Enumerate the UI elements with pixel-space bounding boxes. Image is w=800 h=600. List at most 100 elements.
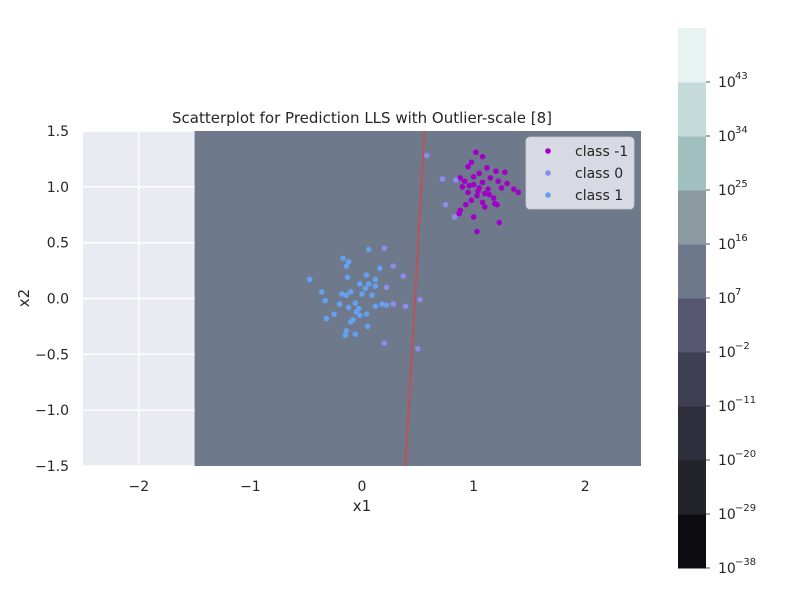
- colorbar-tick-exponent: −38: [735, 557, 756, 568]
- data-point: [479, 179, 486, 186]
- x-tick-labels: −2 −1 0 1 2: [128, 479, 589, 495]
- y-tick-label: 0.5: [47, 236, 69, 252]
- data-point: [342, 332, 349, 339]
- data-point: [319, 289, 325, 295]
- colorbar-tick-label: 10: [718, 237, 736, 253]
- legend-box: [525, 136, 635, 210]
- y-tick-label: 0.0: [47, 292, 69, 308]
- data-point: [331, 311, 337, 317]
- colorbar-tick-label: 10: [718, 561, 736, 577]
- data-point: [400, 273, 407, 279]
- x-tick-label: 1: [469, 479, 478, 495]
- colorbar-tick-exponent: −11: [735, 395, 756, 406]
- y-tick-label: −1.5: [35, 459, 69, 475]
- data-point: [474, 192, 480, 199]
- data-point: [481, 204, 488, 210]
- data-point: [473, 149, 479, 156]
- x-tick-label: −2: [128, 479, 149, 495]
- colorbar-tick-label: 10: [718, 183, 736, 199]
- colorbar-tick-exponent: 7: [735, 287, 741, 298]
- colorbar-tick-label: 10: [718, 399, 736, 415]
- decision-boundary-line: [404, 130, 426, 467]
- data-point: [423, 152, 430, 159]
- colorbar-tick-label: 10: [718, 345, 736, 361]
- colorbar-band: [678, 136, 706, 191]
- data-point: [457, 175, 464, 181]
- legend-label: class 0: [575, 166, 623, 182]
- data-point: [474, 228, 480, 235]
- data-point: [461, 178, 468, 185]
- data-point: [476, 170, 482, 177]
- data-point: [390, 301, 397, 307]
- data-point: [323, 315, 330, 322]
- data-point: [363, 311, 370, 317]
- data-point: [372, 276, 379, 283]
- colorbar-tick-label: 10: [718, 291, 736, 307]
- data-point: [343, 292, 350, 298]
- y-tick-label: −0.5: [35, 347, 69, 363]
- data-point: [479, 153, 486, 160]
- legend-marker: [545, 148, 551, 154]
- x-tick-label: −1: [240, 479, 261, 495]
- data-point: [348, 319, 354, 325]
- data-point: [452, 177, 459, 183]
- colorbar-tick-exponent: 25: [735, 179, 748, 190]
- data-point: [468, 197, 475, 204]
- data-point: [456, 210, 462, 217]
- colorbar-band: [678, 82, 706, 137]
- data-point: [470, 173, 477, 180]
- colorbar-band: [678, 514, 706, 569]
- data-point: [383, 284, 390, 291]
- x-tick-label: 2: [581, 479, 590, 495]
- data-point: [377, 265, 383, 272]
- y-axis-label: x2: [15, 289, 33, 307]
- y-tick-label: 1.0: [47, 180, 69, 196]
- data-point: [465, 189, 471, 196]
- data-point: [383, 302, 390, 309]
- data-point: [515, 189, 522, 196]
- data-point: [485, 186, 491, 192]
- colorbar-tick-label: 10: [718, 129, 736, 145]
- data-point: [475, 188, 481, 195]
- data-point: [459, 184, 466, 190]
- data-point: [486, 191, 493, 198]
- colorbar-tick-exponent: 34: [735, 125, 748, 136]
- data-point: [468, 159, 475, 166]
- data-point: [495, 178, 501, 185]
- colorbar-tick-label: 10: [718, 453, 736, 469]
- data-point: [492, 200, 498, 207]
- data-point: [442, 201, 449, 208]
- data-points: [306, 149, 522, 352]
- legend: class -1 class 0 class 1: [525, 136, 635, 210]
- x-tick-label: 0: [358, 479, 367, 495]
- legend-marker: [545, 170, 551, 176]
- data-point: [381, 340, 388, 346]
- colorbar-band: [678, 28, 706, 83]
- data-point: [344, 274, 351, 281]
- data-point: [381, 245, 388, 252]
- data-point: [340, 255, 346, 262]
- data-point: [504, 180, 510, 187]
- colorbar-tick-exponent: −2: [735, 341, 750, 352]
- data-point: [417, 296, 423, 303]
- y-tick-labels: −1.5 −1.0 −0.5 0.0 0.5 1.0 1.5: [35, 124, 69, 475]
- data-point: [465, 163, 471, 170]
- data-point: [484, 165, 490, 171]
- data-point: [336, 301, 343, 307]
- data-point: [439, 176, 446, 182]
- y-tick-label: −1.0: [35, 403, 69, 419]
- legend-label: class 1: [575, 188, 623, 204]
- data-point: [306, 276, 313, 283]
- data-point: [356, 312, 363, 319]
- colorbar-band: [678, 190, 706, 245]
- data-point: [362, 285, 369, 292]
- data-point: [343, 328, 350, 334]
- colorbar-tick-label: 10: [718, 75, 736, 91]
- data-point: [359, 291, 365, 297]
- data-point: [498, 185, 505, 191]
- data-point: [510, 186, 517, 192]
- data-point: [470, 214, 477, 220]
- colorbar-band: [678, 406, 706, 461]
